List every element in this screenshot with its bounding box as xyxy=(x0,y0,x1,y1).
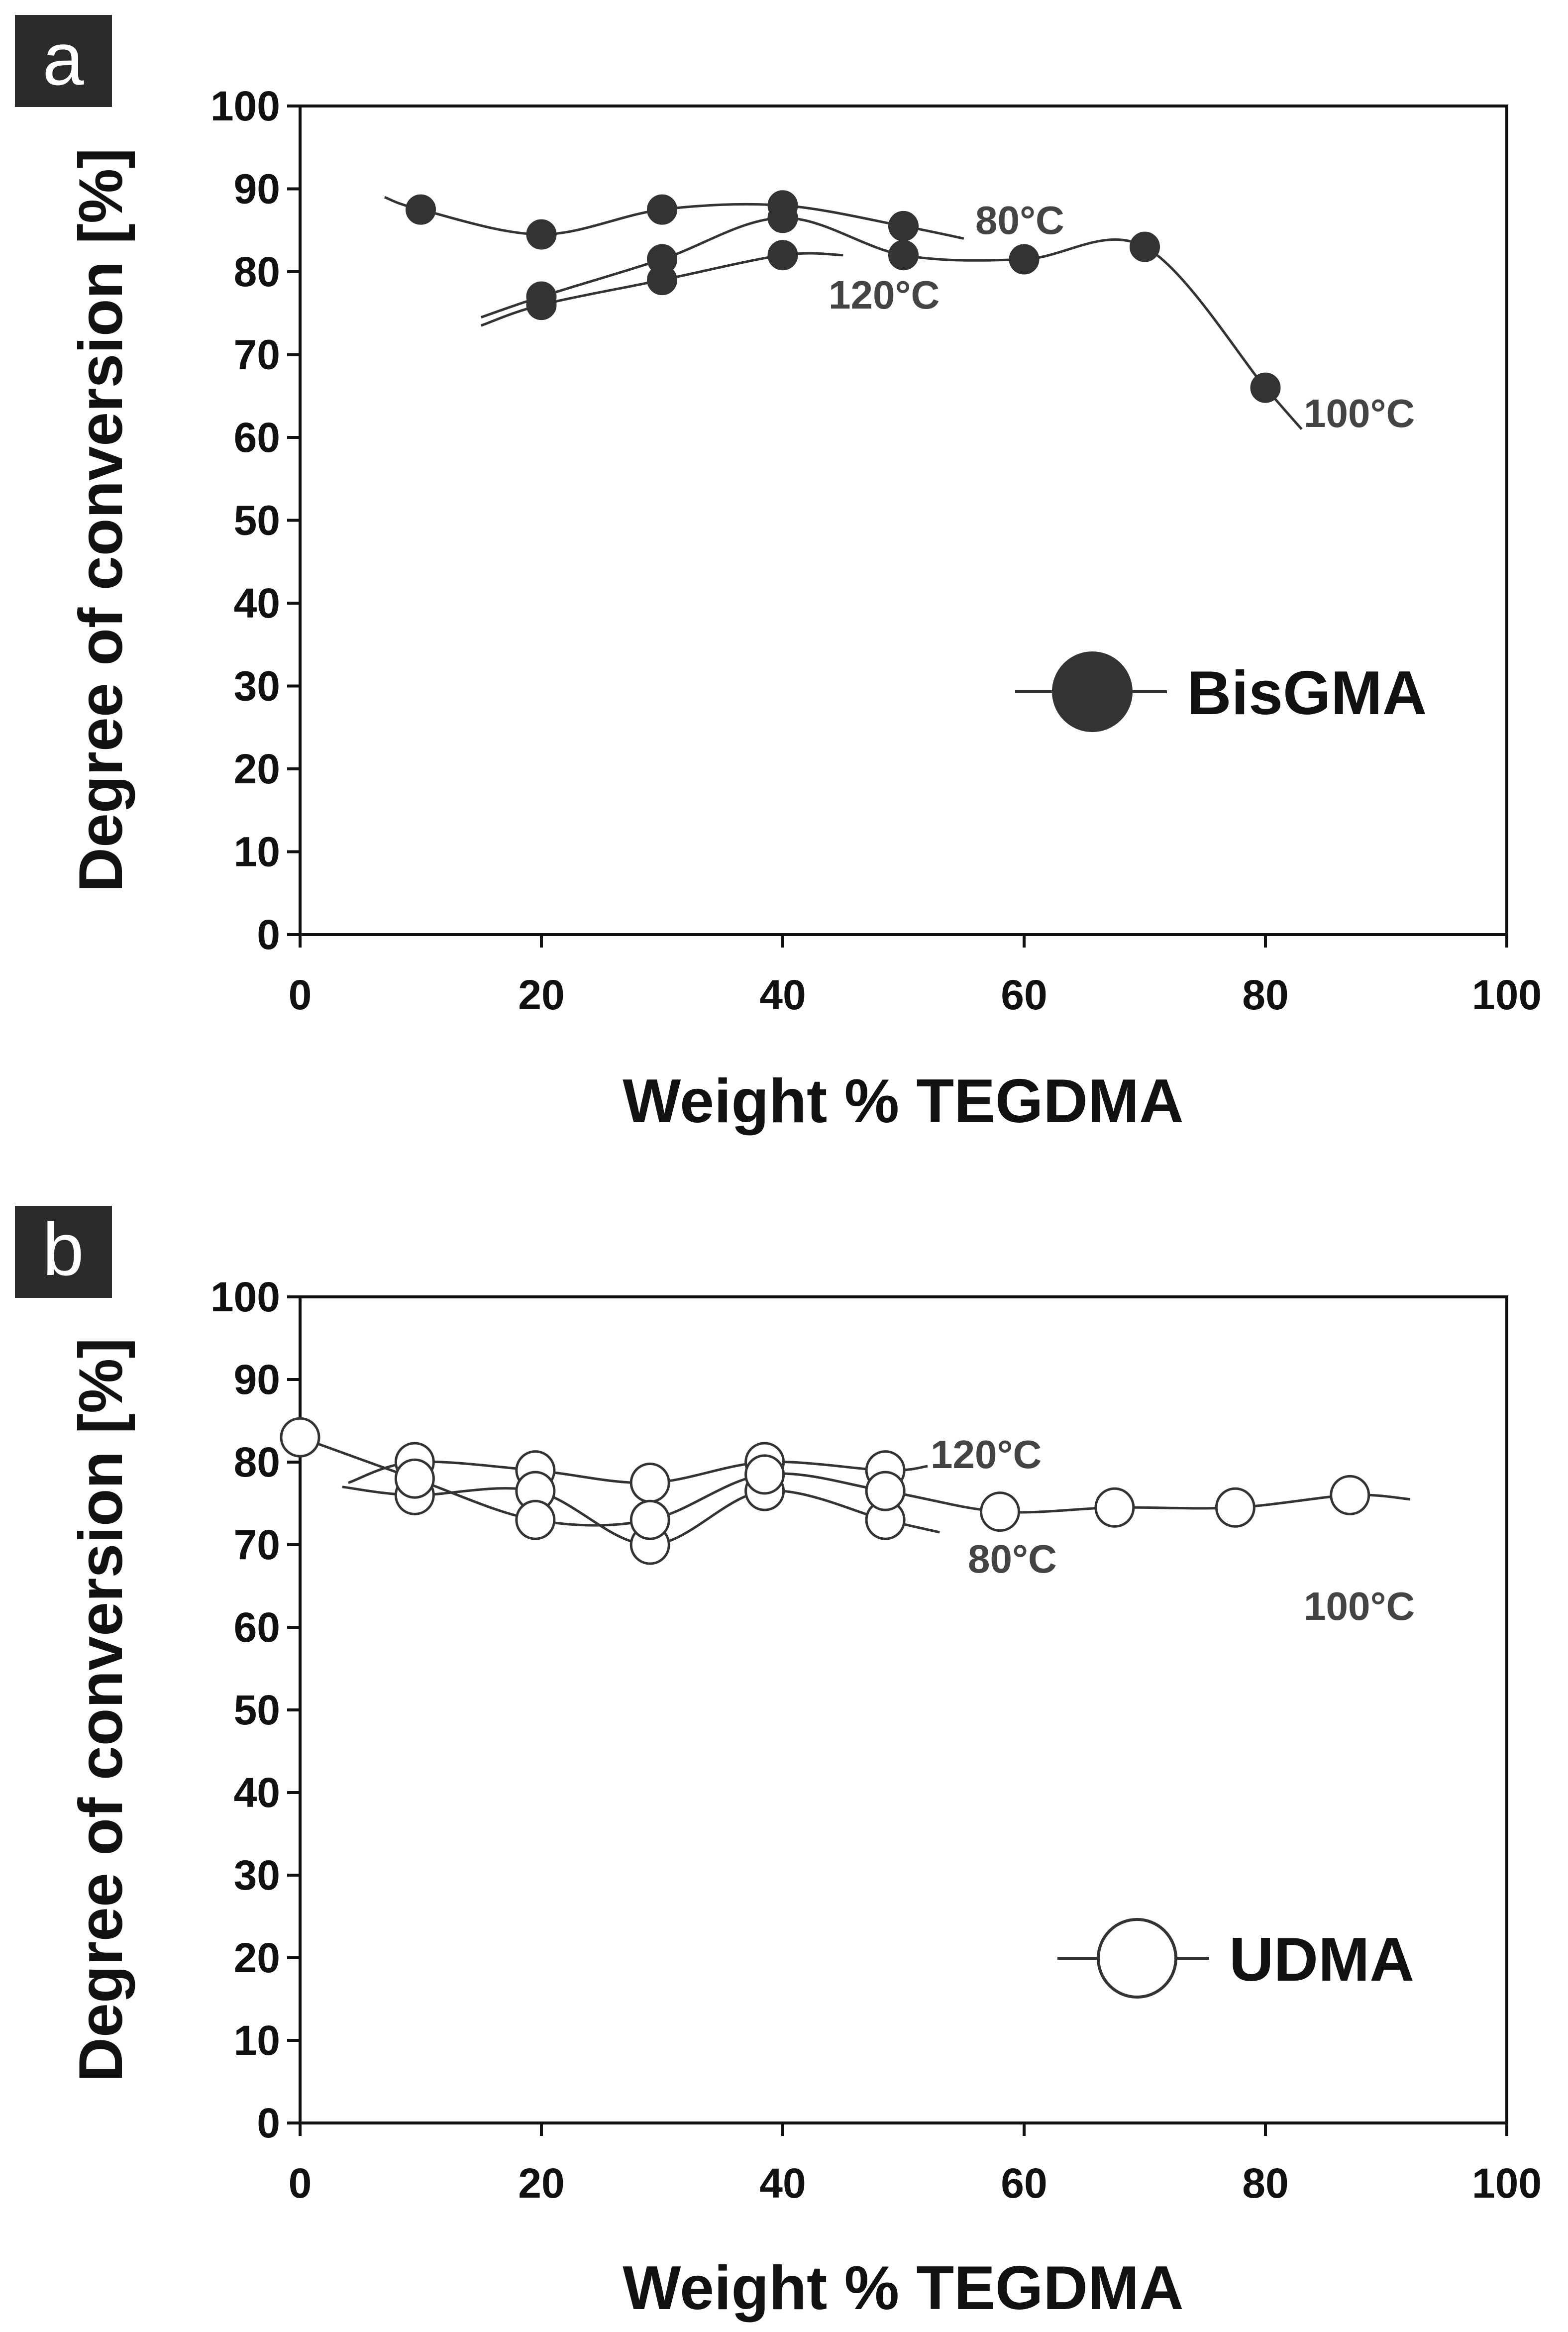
panel-b-tag xyxy=(15,1206,112,1298)
data-point xyxy=(980,1491,1020,1532)
panel-a-legend: BisGMA xyxy=(1015,651,1427,732)
panel-a-legend-label: BisGMA xyxy=(1187,659,1427,728)
panel-b-label-100c: 100°C xyxy=(1304,1584,1415,1628)
x-tick-label: 80 xyxy=(1242,2160,1288,2207)
data-point xyxy=(865,1471,906,1511)
y-tick-label: 90 xyxy=(234,1356,280,1403)
y-tick-label: 0 xyxy=(257,911,280,958)
y-tick-label: 0 xyxy=(257,2100,280,2146)
panel-a-x-axis-title: Weight % TEGDMA xyxy=(623,1067,1183,1136)
panel-a-legend-marker xyxy=(1052,651,1133,732)
data-point xyxy=(1250,372,1281,403)
panel-b-chart: 0 10 20 30 40 50 60 70 80 90 100 0 20 40 60 80 100 Weig… xyxy=(67,1273,1542,2323)
y-tick-label: 40 xyxy=(234,1769,280,1816)
data-point xyxy=(629,1463,670,1503)
x-tick-label: 60 xyxy=(1001,971,1047,1018)
panel-a-label-120c: 120°C xyxy=(829,273,940,317)
panel-a-label-100c: 100°C xyxy=(1304,391,1415,435)
data-point xyxy=(629,1499,670,1540)
panel-b-y-ticks: 0 10 20 30 40 50 60 70 80 90 100 xyxy=(210,1273,300,2146)
x-tick-label: 0 xyxy=(289,2160,312,2207)
y-tick-label: 70 xyxy=(234,1521,280,1568)
panel-a-y-axis-title: Degree of conversion [%] xyxy=(67,148,135,892)
data-point xyxy=(1215,1487,1255,1528)
panel-b-plot-frame xyxy=(299,1295,1508,2124)
data-point xyxy=(280,1417,320,1458)
data-point xyxy=(744,1454,785,1495)
panel-b-legend-marker xyxy=(1097,1918,1177,1999)
data-point xyxy=(1094,1487,1135,1528)
y-tick-label: 70 xyxy=(234,331,280,378)
panel-a-y-ticks: 0 10 20 30 40 50 60 70 80 90 100 xyxy=(210,83,300,958)
x-tick-label: 40 xyxy=(759,971,806,1018)
y-tick-label: 60 xyxy=(234,1604,280,1651)
y-tick-label: 80 xyxy=(234,248,280,295)
panel-b-y-axis-title: Degree of conversion [%] xyxy=(67,1338,135,2082)
data-point xyxy=(1330,1475,1370,1515)
panel-a-tag xyxy=(15,15,112,107)
panel-a-letter: a xyxy=(42,17,84,101)
data-point xyxy=(647,194,677,225)
x-tick-label: 0 xyxy=(289,971,312,1018)
panel-a-chart: 0 10 20 30 40 50 60 70 80 90 100 0 20 40 60 80 100 Weig… xyxy=(67,83,1542,1136)
x-tick-label: 40 xyxy=(759,2160,806,2207)
panel-b-legend: UDMA xyxy=(1057,1918,1414,1999)
y-tick-label: 90 xyxy=(234,166,280,212)
data-point xyxy=(526,281,557,312)
panel-b-x-ticks: 0 20 40 60 80 100 xyxy=(289,2123,1542,2207)
y-tick-label: 30 xyxy=(234,1852,280,1899)
data-point xyxy=(1130,231,1160,262)
data-point xyxy=(406,194,436,225)
x-tick-label: 60 xyxy=(1001,2160,1047,2207)
y-tick-label: 40 xyxy=(234,580,280,627)
panel-a-markers xyxy=(406,190,1281,403)
y-tick-label: 30 xyxy=(234,663,280,710)
data-point xyxy=(526,219,557,250)
panel-b-legend-label: UDMA xyxy=(1229,1925,1414,1994)
x-tick-label: 20 xyxy=(518,2160,564,2207)
x-tick-label: 80 xyxy=(1242,971,1288,1018)
y-tick-label: 80 xyxy=(234,1439,280,1485)
y-tick-label: 50 xyxy=(234,1687,280,1733)
y-tick-label: 100 xyxy=(210,83,280,129)
y-tick-label: 10 xyxy=(234,829,280,875)
panel-a-x-ticks: 0 20 40 60 80 100 xyxy=(289,935,1542,1018)
data-point xyxy=(888,240,919,271)
y-tick-label: 20 xyxy=(234,745,280,792)
y-tick-label: 10 xyxy=(234,2017,280,2064)
panel-b-letter: b xyxy=(42,1207,84,1291)
panel-a-label-80c: 80°C xyxy=(975,198,1064,242)
data-point xyxy=(767,203,798,233)
y-tick-label: 50 xyxy=(234,497,280,544)
data-point xyxy=(888,211,919,241)
x-tick-label: 100 xyxy=(1472,971,1542,1018)
y-tick-label: 20 xyxy=(234,1934,280,1981)
x-tick-label: 20 xyxy=(518,971,564,1018)
data-point xyxy=(767,240,798,271)
panel-b-x-axis-title: Weight % TEGDMA xyxy=(623,2254,1183,2323)
data-point xyxy=(1009,244,1040,275)
panel-b-label-120c: 120°C xyxy=(931,1432,1042,1477)
y-tick-label: 60 xyxy=(234,414,280,461)
data-point xyxy=(394,1458,435,1499)
y-tick-label: 100 xyxy=(210,1273,280,1320)
data-point xyxy=(647,244,677,275)
x-tick-label: 100 xyxy=(1472,2160,1542,2207)
panel-b-markers xyxy=(280,1417,1370,1565)
panel-b-label-80c: 80°C xyxy=(968,1537,1057,1581)
data-point xyxy=(515,1499,556,1540)
